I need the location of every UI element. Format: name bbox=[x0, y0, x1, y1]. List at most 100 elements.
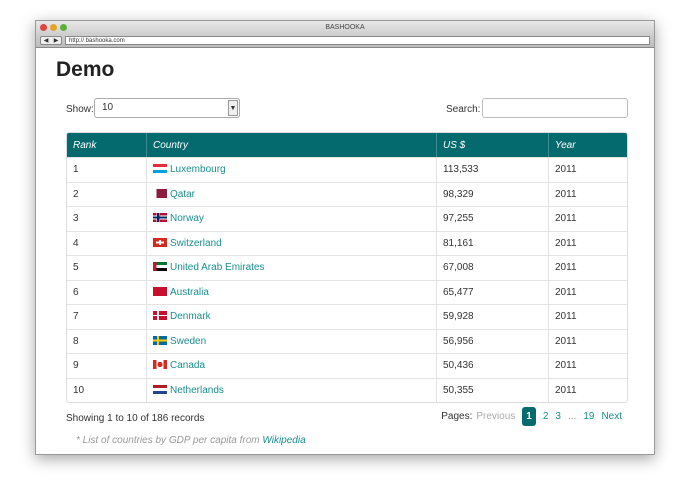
country-link[interactable]: Australia bbox=[170, 286, 209, 298]
country-cell: Netherlands bbox=[146, 377, 436, 402]
country-link[interactable]: Canada bbox=[170, 360, 206, 372]
year-cell: 2011 bbox=[548, 206, 627, 231]
url-bar[interactable]: http:// bashooka.com bbox=[65, 36, 650, 45]
header-usd[interactable]: US $ bbox=[436, 133, 548, 157]
table-row: 1 Luxembourg 113,533 2011 bbox=[67, 157, 627, 182]
table-row: 10 Netherlands 50,355 2011 bbox=[67, 377, 627, 403]
rank-cell: 8 bbox=[67, 328, 146, 354]
close-button[interactable] bbox=[40, 24, 47, 31]
year-cell: 2011 bbox=[548, 328, 627, 353]
country-cell: Luxembourg bbox=[146, 157, 436, 182]
usd-cell: 50,436 bbox=[436, 353, 548, 378]
country-link[interactable]: Luxembourg bbox=[170, 164, 226, 176]
year-cell: 2011 bbox=[548, 279, 627, 304]
ellipsis: ... bbox=[567, 411, 577, 422]
sweden-flag-icon bbox=[153, 335, 167, 345]
rank-cell: 9 bbox=[67, 353, 146, 378]
year-cell: 2011 bbox=[548, 255, 627, 280]
page-size-select[interactable]: 10 ▼ bbox=[94, 98, 240, 118]
country-cell: Canada bbox=[146, 353, 436, 378]
search-input[interactable] bbox=[482, 98, 628, 118]
year-cell: 2011 bbox=[548, 304, 627, 329]
country-cell: Australia bbox=[146, 279, 436, 304]
switzerland-flag-icon bbox=[153, 237, 167, 247]
luxembourg-flag-icon bbox=[153, 164, 167, 174]
previous-button[interactable]: Previous bbox=[476, 411, 516, 422]
usd-cell: 97,255 bbox=[436, 206, 548, 231]
usd-cell: 81,161 bbox=[436, 230, 548, 255]
year-cell: 2011 bbox=[548, 353, 627, 378]
chevron-down-icon: ▼ bbox=[228, 100, 238, 116]
table-row: 9 Canada 50,436 2011 bbox=[67, 353, 627, 378]
note-text: * List of countries by GDP per capita fr… bbox=[76, 435, 263, 446]
year-cell: 2011 bbox=[548, 157, 627, 182]
rank-cell: 3 bbox=[67, 206, 146, 231]
usd-cell: 98,329 bbox=[436, 181, 548, 206]
browser-toolbar: ◀ ▶ http:// bashooka.com bbox=[36, 34, 654, 48]
country-link[interactable]: Sweden bbox=[170, 335, 207, 347]
country-link[interactable]: Netherlands bbox=[170, 384, 224, 396]
table-row: 6 Australia 65,477 2011 bbox=[67, 279, 627, 305]
forward-button[interactable]: ▶ bbox=[53, 38, 59, 44]
page-2[interactable]: 2 bbox=[542, 411, 549, 422]
country-cell: United Arab Emirates bbox=[146, 255, 436, 280]
year-cell: 2011 bbox=[548, 181, 627, 206]
country-cell: Norway bbox=[146, 206, 436, 231]
title-bar: BASHOOKA bbox=[36, 21, 654, 34]
country-link[interactable]: Denmark bbox=[170, 311, 211, 323]
rank-cell: 7 bbox=[67, 304, 146, 329]
show-label: Show: bbox=[66, 104, 94, 115]
rank-cell: 10 bbox=[67, 377, 146, 403]
usd-cell: 113,533 bbox=[436, 157, 548, 182]
zoom-button[interactable] bbox=[60, 24, 67, 31]
table-row: 4 Switzerland 81,161 2011 bbox=[67, 230, 627, 256]
records-summary: Showing 1 to 10 of 186 records bbox=[66, 413, 205, 424]
minimize-button[interactable] bbox=[50, 24, 57, 31]
header-country[interactable]: Country bbox=[146, 133, 436, 157]
page-title: Demo bbox=[56, 58, 115, 81]
usd-cell: 65,477 bbox=[436, 279, 548, 304]
year-cell: 2011 bbox=[548, 230, 627, 255]
header-year[interactable]: Year bbox=[548, 133, 627, 157]
pagination: Pages: Previous 1 2 3 ... 19 Next bbox=[441, 407, 622, 426]
page-19[interactable]: 19 bbox=[583, 411, 595, 422]
table-row: 7 Denmark 59,928 2011 bbox=[67, 304, 627, 329]
country-link[interactable]: Qatar bbox=[170, 188, 196, 200]
rank-cell: 2 bbox=[67, 181, 146, 207]
pages-label: Pages: bbox=[441, 411, 473, 422]
table-row: 8 Sweden 56,956 2011 bbox=[67, 328, 627, 354]
rank-cell: 4 bbox=[67, 230, 146, 256]
source-note: * List of countries by GDP per capita fr… bbox=[76, 435, 306, 446]
country-cell: Qatar bbox=[146, 181, 436, 206]
netherlands-flag-icon bbox=[153, 384, 167, 394]
denmark-flag-icon bbox=[153, 311, 167, 321]
search-label: Search: bbox=[446, 104, 481, 115]
country-cell: Denmark bbox=[146, 304, 436, 329]
back-button[interactable]: ◀ bbox=[43, 38, 49, 44]
usd-cell: 59,928 bbox=[436, 304, 548, 329]
page-3[interactable]: 3 bbox=[555, 411, 561, 422]
uae-flag-icon bbox=[153, 262, 167, 272]
next-button[interactable]: Next bbox=[601, 411, 622, 422]
rank-cell: 1 bbox=[67, 157, 146, 182]
page-size-value: 10 bbox=[102, 102, 114, 113]
norway-flag-icon bbox=[153, 213, 167, 223]
country-link[interactable]: Norway bbox=[170, 213, 204, 225]
header-rank[interactable]: Rank bbox=[67, 133, 146, 157]
rank-cell: 6 bbox=[67, 279, 146, 305]
australia-flag-icon bbox=[153, 286, 167, 296]
country-cell: Switzerland bbox=[146, 230, 436, 255]
table-row: 2 Qatar 98,329 2011 bbox=[67, 181, 627, 207]
table-row: 3 Norway 97,255 2011 bbox=[67, 206, 627, 231]
year-cell: 2011 bbox=[548, 377, 627, 402]
page-1[interactable]: 1 bbox=[522, 407, 536, 426]
qatar-flag-icon bbox=[153, 188, 167, 198]
wikipedia-link[interactable]: Wikipedia bbox=[262, 435, 306, 446]
country-link[interactable]: United Arab Emirates bbox=[170, 262, 265, 274]
country-cell: Sweden bbox=[146, 328, 436, 353]
browser-window: BASHOOKA ◀ ▶ http:// bashooka.com Demo Sh… bbox=[35, 20, 655, 455]
table-row: 5 United Arab Emirates 67,008 2011 bbox=[67, 255, 627, 280]
gdp-table: Rank Country US $ Year 1 Luxembourg 113,… bbox=[66, 132, 628, 403]
country-link[interactable]: Switzerland bbox=[170, 237, 222, 249]
window-title: BASHOOKA bbox=[325, 24, 365, 31]
